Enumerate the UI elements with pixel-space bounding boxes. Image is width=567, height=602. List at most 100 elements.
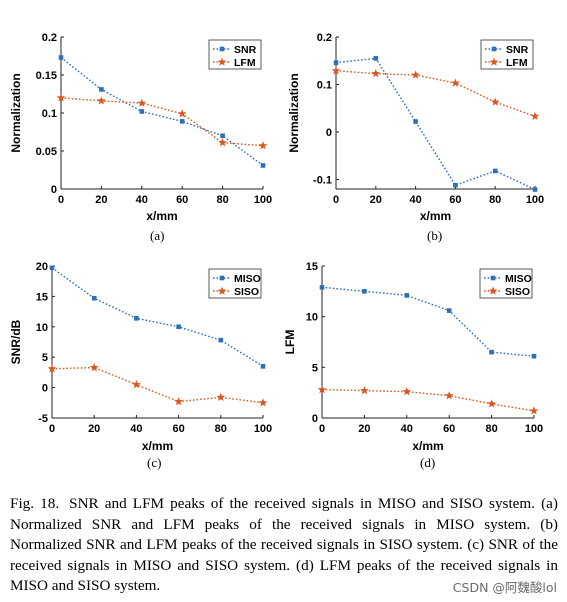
legend-star-marker: [488, 286, 498, 295]
data-point-snr: [99, 87, 104, 92]
series-line-snr: [335, 57, 536, 191]
series-line-lfm: [335, 70, 536, 117]
x-tick-label: 80: [489, 194, 501, 206]
x-tick-label: 40: [401, 423, 413, 435]
data-point-miso: [362, 289, 367, 294]
x-tick-label: 40: [130, 423, 142, 435]
data-point-siso: [317, 385, 327, 394]
y-tick-label: 10: [306, 312, 318, 324]
x-tick-label: 60: [176, 194, 188, 206]
y-axis-label: Normalization: [287, 73, 301, 152]
x-tick-label: 20: [95, 194, 107, 206]
legend-label: MISO: [505, 273, 532, 285]
series-line-siso: [321, 388, 535, 412]
y-tick-label: -5: [38, 413, 48, 425]
y-tick-label: 5: [42, 352, 48, 364]
legend-box: [480, 39, 534, 70]
figure-caption: Fig. 18. SNR and LFM peaks of the receive…: [10, 494, 558, 597]
y-tick-label: 15: [306, 261, 318, 273]
data-point-miso: [531, 353, 537, 359]
data-point-miso: [260, 364, 266, 369]
x-tick-label: 0: [319, 423, 325, 435]
data-point-miso: [489, 349, 494, 355]
series-line-snr: [60, 56, 264, 167]
data-point-lfm: [97, 96, 106, 105]
data-point-lfm: [371, 68, 381, 78]
legend-label: LFM: [506, 57, 528, 69]
panel-label-c: (c): [147, 455, 162, 470]
legend-label: SNR: [506, 44, 529, 56]
legend-square-marker: [219, 275, 225, 281]
data-point-siso: [444, 391, 454, 400]
x-axis-label: x/mm: [146, 209, 177, 223]
y-tick-label: 0.1: [317, 80, 332, 92]
data-point-miso: [446, 308, 452, 313]
data-point-lfm: [177, 109, 187, 118]
y-tick-label: -0.1: [313, 175, 332, 187]
y-axis-label: SNR/dB: [9, 319, 23, 364]
legend-star-marker: [489, 57, 499, 66]
data-point-lfm: [56, 93, 66, 102]
chart-panel: 0 20 40 60 80 100-0.100.10.2x/mmNormalization…: [287, 32, 544, 223]
x-tick-label: 60: [443, 423, 455, 435]
chart-panel: 0 20 40 60 80 100 0 0.05 0.1 0.15 0.2 x/mm Normaliza…: [9, 32, 272, 223]
data-point-miso: [218, 337, 224, 343]
x-tick-label: 0: [333, 194, 339, 206]
y-tick-label: 15: [36, 291, 48, 303]
x-tick-label: 60: [449, 194, 461, 206]
y-tick-label: 0.2: [317, 32, 332, 44]
data-point-snr: [139, 109, 145, 114]
data-point-siso: [132, 379, 141, 389]
x-tick-label: 0: [49, 423, 55, 435]
legend-star-marker: [217, 57, 227, 66]
x-tick-label: 80: [485, 423, 497, 435]
data-point-snr: [453, 182, 458, 188]
caption-label: Fig. 18.: [10, 495, 60, 512]
legend-square-marker: [219, 46, 225, 52]
x-axis-label: x/mm: [142, 439, 173, 453]
legend-box: [208, 39, 262, 70]
data-point-miso: [49, 265, 55, 271]
data-point-miso: [404, 293, 410, 298]
y-tick-label: 0.15: [36, 70, 57, 82]
data-point-siso: [487, 399, 496, 408]
data-point-miso: [176, 324, 181, 330]
x-axis-label: x/mm: [412, 439, 443, 453]
legend-label: LFM: [234, 57, 256, 69]
data-point-siso: [174, 396, 183, 406]
series-line-miso: [51, 267, 264, 367]
data-point-snr: [58, 55, 64, 60]
legend-square-marker: [491, 46, 497, 52]
x-tick-label: 60: [172, 423, 184, 435]
legend-box: [479, 268, 533, 299]
data-point-miso: [319, 284, 325, 290]
data-point-snr: [179, 119, 185, 124]
y-tick-label: 0.2: [42, 32, 57, 44]
x-tick-label: 40: [409, 194, 421, 206]
legend-box: [208, 268, 262, 299]
data-point-snr: [333, 60, 339, 65]
data-point-lfm: [490, 97, 500, 106]
data-point-snr: [373, 56, 379, 61]
caption-text: SNR and LFM peaks of the received signal…: [10, 495, 558, 594]
data-point-snr: [532, 187, 538, 192]
y-tick-label: 0: [51, 184, 57, 196]
x-axis-label: x/mm: [420, 209, 451, 223]
y-tick-label: 20: [36, 261, 48, 273]
x-tick-label: 100: [254, 194, 272, 206]
data-point-siso: [216, 392, 226, 402]
y-axis-label: Normalization: [9, 73, 23, 152]
panel-label-a: (a): [150, 228, 165, 243]
panel-label-d: (d): [420, 455, 436, 470]
y-tick-label: 0: [312, 413, 318, 425]
data-point-lfm: [331, 66, 341, 75]
y-tick-label: 10: [36, 322, 48, 334]
data-point-snr: [220, 133, 225, 139]
x-tick-label: 20: [88, 423, 100, 435]
data-point-snr: [492, 168, 498, 174]
legend-square-marker: [490, 275, 496, 281]
data-point-siso: [258, 398, 268, 407]
y-tick-label: 0: [42, 383, 48, 395]
x-tick-label: 20: [370, 194, 382, 206]
